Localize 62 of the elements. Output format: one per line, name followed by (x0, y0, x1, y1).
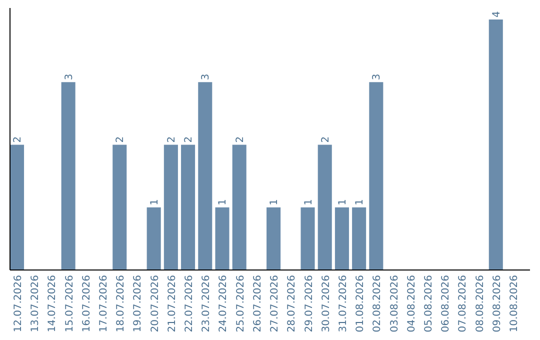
x-tick-label: 22.07.2026 (184, 275, 196, 332)
x-tick-label: 09.08.2026 (492, 275, 503, 332)
x-tick-label: 27.07.2026 (270, 275, 281, 332)
x-tick-label: 14.07.2026 (47, 275, 58, 332)
data-label: 2 (320, 136, 332, 143)
bar (300, 207, 315, 270)
data-label: 1 (269, 199, 280, 206)
x-tick-label: 13.07.2026 (30, 275, 42, 332)
bar (232, 144, 246, 270)
x-tick-label: 29.07.2026 (304, 275, 315, 332)
data-label: 3 (64, 74, 75, 80)
data-label: 2 (115, 136, 126, 143)
x-tick-label: 07.08.2026 (458, 275, 469, 332)
x-tick-label: 25.07.2026 (235, 275, 246, 332)
x-tick-label: 31.07.2026 (338, 275, 349, 332)
x-tick-label: 30.07.2026 (320, 275, 332, 332)
bar (10, 144, 24, 270)
x-tick-label: 21.07.2026 (166, 275, 178, 332)
x-tick-label: 26.07.2026 (252, 275, 264, 332)
bar (352, 207, 366, 270)
bar (61, 82, 76, 270)
bar (215, 207, 230, 270)
data-label: 1 (354, 199, 366, 206)
bar (198, 82, 212, 270)
x-tick-label: 15.07.2026 (64, 275, 76, 332)
bar (112, 144, 127, 270)
data-label: 4 (491, 11, 502, 18)
x-tick-label: 08.08.2026 (474, 275, 486, 332)
bar (369, 82, 384, 270)
x-tick-label: 17.07.2026 (98, 275, 110, 332)
data-label: 3 (200, 74, 212, 80)
x-tick-label: 19.07.2026 (132, 275, 144, 332)
bar (488, 20, 503, 270)
bar (318, 144, 332, 270)
x-tick-label: 06.08.2026 (440, 275, 452, 332)
x-tick-label: 23.07.2026 (201, 275, 212, 332)
x-tick-label: 24.07.2026 (218, 275, 230, 332)
data-label: 2 (12, 136, 24, 143)
x-tick-label: 10.08.2026 (508, 275, 520, 332)
x-tick-label: 02.08.2026 (372, 275, 384, 332)
x-tick-label: 20.07.2026 (150, 275, 161, 332)
data-label: 1 (218, 199, 229, 206)
bar (164, 144, 178, 270)
bar (266, 207, 281, 270)
x-tick-label: 05.08.2026 (423, 275, 434, 332)
x-tick-label: 16.07.2026 (81, 275, 92, 332)
bar (334, 207, 349, 270)
data-label: 2 (184, 136, 195, 143)
data-label: 2 (166, 136, 178, 143)
x-tick-label: 03.08.2026 (389, 275, 400, 332)
data-label: 1 (303, 199, 314, 206)
data-label: 1 (337, 199, 348, 206)
x-tick-label: 12.07.2026 (13, 275, 24, 332)
bar (146, 207, 161, 270)
x-tick-label: 18.07.2026 (116, 275, 127, 332)
data-label: 1 (149, 199, 160, 206)
x-tick-label: 01.08.2026 (355, 275, 366, 332)
x-tick-label: 28.07.2026 (286, 275, 298, 332)
bar (181, 144, 196, 270)
data-label: 3 (372, 74, 383, 80)
data-label: 2 (234, 136, 246, 143)
x-tick-label: 04.08.2026 (406, 275, 418, 332)
